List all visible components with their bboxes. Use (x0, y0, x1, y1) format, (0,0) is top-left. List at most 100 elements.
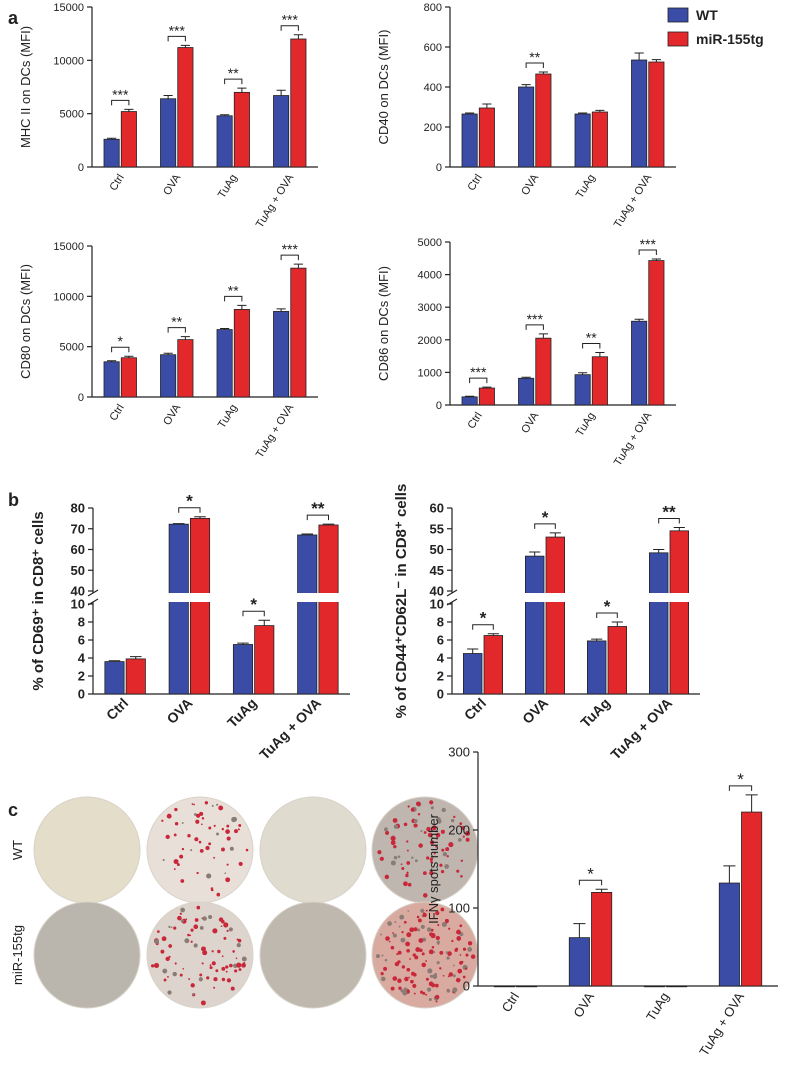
spot (211, 804, 214, 807)
x-tick-label: TuAg (577, 695, 613, 731)
spot (385, 936, 390, 941)
error-bar (723, 865, 736, 884)
spot (229, 846, 234, 851)
error-bar (521, 376, 531, 379)
y-tick-label: 45 (430, 563, 444, 578)
error-bar (163, 95, 173, 99)
panel-label: c (8, 800, 18, 820)
spot (426, 927, 432, 932)
spot (193, 924, 199, 930)
spot (440, 907, 445, 912)
spot (455, 977, 461, 983)
significance-label: ** (662, 503, 676, 522)
spot (167, 976, 169, 978)
spot (202, 950, 208, 956)
spot (211, 950, 214, 953)
spot (417, 813, 421, 816)
spot (439, 950, 444, 955)
spot (234, 829, 238, 834)
spot (237, 828, 240, 831)
y-tick-label: 2000 (418, 335, 442, 347)
bar (273, 95, 290, 168)
spot (456, 869, 460, 873)
spot (384, 827, 388, 832)
spot (238, 823, 242, 827)
bar (104, 661, 125, 695)
significance-label: *** (527, 311, 544, 327)
bar (649, 552, 669, 695)
spot (439, 967, 442, 970)
error-bar (538, 333, 548, 339)
spot (392, 933, 397, 938)
significance-bracket (280, 254, 299, 261)
significance-label: * (604, 597, 611, 616)
x-tick-label: Ctrl (466, 172, 485, 193)
spot (188, 978, 191, 980)
bar (631, 59, 648, 168)
spot (416, 915, 420, 919)
spot (460, 859, 464, 862)
significance-label: ** (171, 314, 182, 330)
spot (151, 964, 155, 968)
spot (238, 968, 242, 971)
x-tick-label: Ctrl (461, 695, 489, 723)
error-bar (634, 318, 644, 322)
x-tick-label: Ctrl (108, 172, 127, 193)
spot (225, 965, 229, 969)
spot (176, 863, 180, 867)
significance-bracket (596, 612, 618, 618)
error-bar (107, 137, 117, 140)
spot (381, 976, 386, 982)
y-axis-label: IFNγ spots number (426, 813, 441, 923)
spot (401, 866, 405, 871)
spot (237, 938, 242, 943)
spot (441, 921, 447, 927)
spot (397, 960, 401, 964)
spot (420, 924, 425, 929)
spot (196, 813, 201, 818)
spot (223, 936, 227, 940)
significance-label: * (250, 595, 257, 614)
significance-label: *** (640, 236, 657, 252)
spot (427, 968, 433, 974)
spot (407, 882, 412, 887)
spot (439, 863, 443, 867)
spot (433, 951, 436, 954)
spot (157, 930, 160, 933)
spot (459, 924, 463, 928)
spot (400, 863, 403, 866)
spot (213, 977, 218, 982)
spot (199, 925, 204, 930)
significance-label: * (186, 492, 193, 511)
y-tick-label: 60 (430, 501, 444, 516)
x-tick-label: TuAg + OVA (612, 410, 655, 469)
significance-label: ** (586, 330, 597, 346)
spot (431, 945, 435, 949)
y-tick-label: 3000 (418, 302, 442, 314)
x-tick-label: OVA (161, 402, 183, 428)
y-axis-label: % of CD69⁺ in CD8⁺ cells (30, 511, 47, 690)
spot (180, 919, 184, 923)
spot (216, 803, 219, 806)
spot (384, 874, 390, 880)
legend-label: WT (696, 7, 718, 23)
error-bar (595, 352, 605, 357)
spot (205, 845, 210, 851)
spot (434, 983, 439, 988)
spot (192, 993, 195, 996)
significance-label: * (587, 864, 594, 883)
well-image (33, 796, 141, 904)
y-tick-label: 2 (437, 669, 444, 684)
spot (401, 965, 406, 969)
spot (406, 948, 410, 953)
spot (418, 938, 424, 943)
error-bar (163, 352, 173, 355)
spot (209, 966, 213, 970)
significance-bracket (111, 346, 130, 353)
y-tick-label: 4 (437, 651, 445, 666)
significance-bracket (525, 62, 544, 68)
legend-label: miR-155tg (696, 31, 764, 47)
bar (591, 356, 608, 406)
spot (377, 850, 382, 855)
spot (392, 932, 394, 934)
